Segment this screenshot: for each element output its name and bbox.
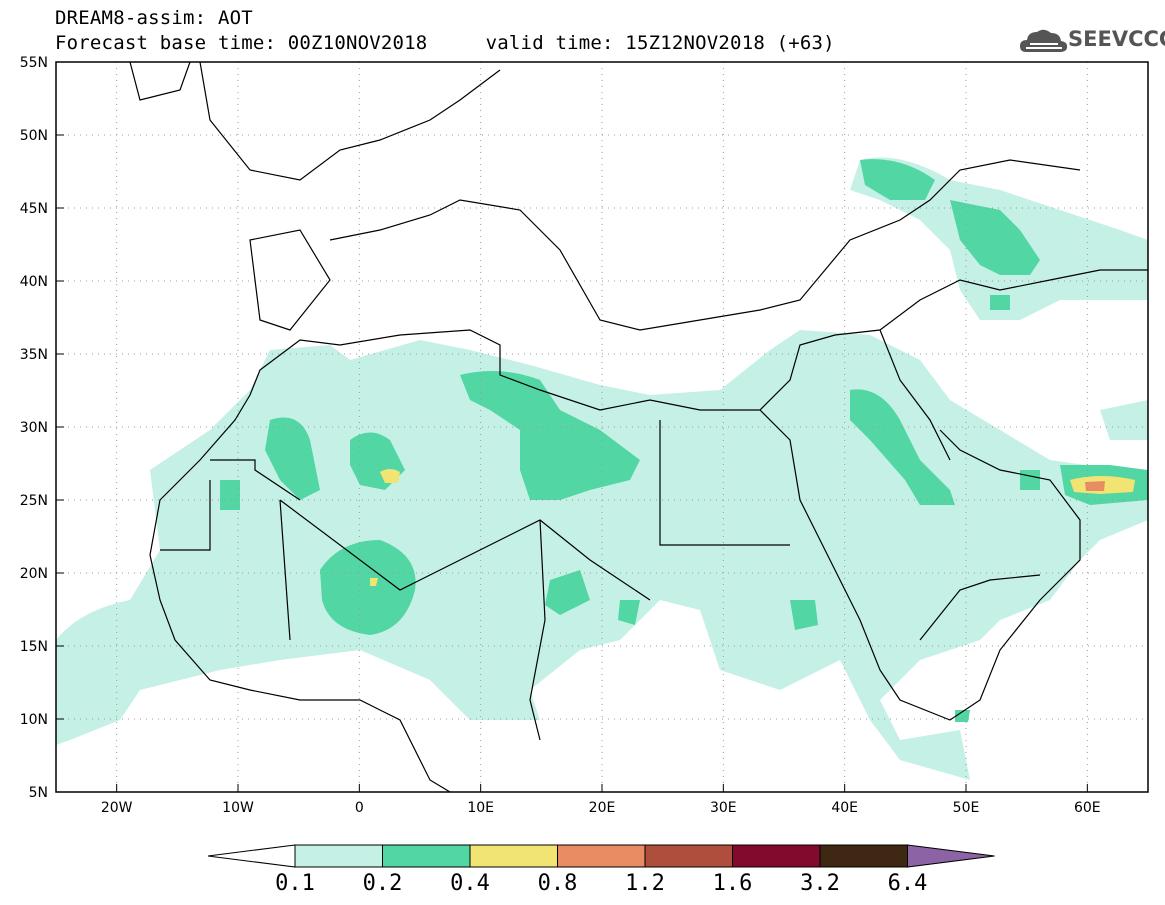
lat-tick-label: 40N (20, 274, 48, 290)
lat-tick-label: 45N (20, 201, 48, 217)
lon-tick-label: 60E (1074, 800, 1101, 816)
lat-tick-label: 25N (20, 493, 48, 509)
colorbar-segment (294, 844, 383, 868)
lat-tick-label: 55N (20, 55, 48, 71)
colorbar-segment (557, 844, 646, 868)
lon-tick-label: 50E (953, 800, 980, 816)
lat-tick-label: 35N (20, 347, 48, 363)
lon-tick-label: 30E (710, 800, 737, 816)
lon-tick-label: 10E (467, 800, 494, 816)
cloud-icon (1020, 29, 1068, 52)
lat-tick-label: 10N (20, 712, 48, 728)
lon-tick-label: 40E (831, 800, 858, 816)
gridlines (56, 62, 1148, 792)
lon-tick-label: 20W (101, 800, 133, 816)
colorbar-label: 0.4 (450, 871, 490, 896)
lat-tick-label: 30N (20, 420, 48, 436)
colorbar-label: 0.2 (362, 871, 403, 896)
lat-tick-label: 20N (20, 566, 48, 582)
lat-tick-label: 5N (29, 785, 48, 801)
lon-tick-label: 10W (222, 800, 254, 816)
colorbar-label: 1.6 (712, 871, 753, 896)
colorbar-label: 0.1 (275, 871, 315, 896)
colorbar-segment (819, 844, 908, 868)
lon-tick-label: 0 (355, 800, 364, 816)
map-subtitle: Forecast base time: 00Z10NOV2018 valid t… (55, 32, 835, 54)
map-title: DREAM8-assim: AOT (55, 7, 253, 29)
map-axes: 20W 10W 0 10E 20E 30E 40E 50E 60E 55N 50N 45N 40N 35N… (20, 55, 1101, 816)
colorbar-max-arrow (907, 844, 995, 868)
colorbar-segment (732, 844, 821, 868)
colorbar-label: 0.8 (537, 871, 578, 896)
colorbar-label: 3.2 (800, 871, 840, 896)
logo-text: SEEVCCC (1068, 27, 1165, 51)
colorbar-label: 6.4 (887, 871, 928, 896)
colorbar-segment (382, 844, 471, 868)
coastlines (129, 62, 1148, 792)
colorbar-segment (644, 844, 733, 868)
lon-tick-label: 20E (589, 800, 616, 816)
aot-field-0.8 (1085, 481, 1105, 491)
colorbar-min-arrow (207, 844, 296, 868)
colorbar-segment (469, 844, 558, 868)
colorbar (207, 844, 995, 868)
lat-tick-label: 50N (20, 128, 48, 144)
lat-tick-label: 15N (20, 639, 48, 655)
colorbar-label: 1.2 (625, 871, 665, 896)
